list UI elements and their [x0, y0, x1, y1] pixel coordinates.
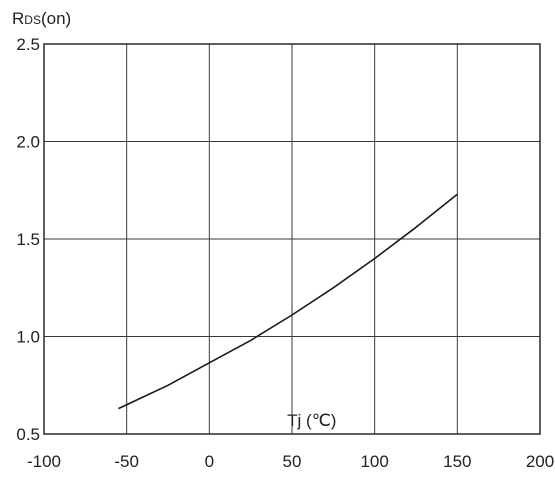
y-tick-label: 1.0 — [16, 328, 40, 347]
x-tick-label: 0 — [205, 452, 214, 471]
y-axis-title: RDS(on) — [12, 9, 71, 28]
x-tick-label: 100 — [360, 452, 388, 471]
series-line-0 — [118, 193, 458, 410]
x-tick-label: 150 — [443, 452, 471, 471]
y-tick-label: 2.5 — [16, 35, 40, 54]
y-tick-label: 0.5 — [16, 425, 40, 444]
y-axis-title-suffix: (on) — [41, 9, 71, 28]
series-layer — [118, 193, 458, 410]
x-tick-label: -100 — [27, 452, 61, 471]
y-tick-label: 2.0 — [16, 133, 40, 152]
x-tick-label: 200 — [526, 452, 554, 471]
plot-frame — [43, 43, 541, 435]
x-axis-title: Tj (℃) — [287, 411, 336, 430]
x-tick-label: -50 — [114, 452, 139, 471]
x-tick-label: 50 — [283, 452, 302, 471]
y-tick-label: 1.5 — [16, 230, 40, 249]
tick-labels: -100 -50 0 50 100 150 200 0.5 1.0 1.5 2.0 2.5 — [16, 35, 554, 471]
grid-lines — [43, 43, 541, 435]
y-axis-title-main: R — [12, 9, 24, 28]
y-axis-title-sub: DS — [24, 13, 41, 27]
